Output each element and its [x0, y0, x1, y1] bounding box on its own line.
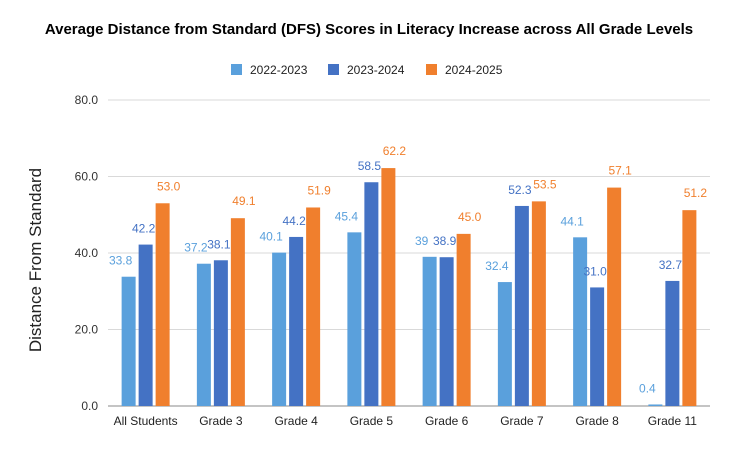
legend-swatch-2024-2025: [426, 64, 437, 75]
bar-2022-2023-grade-6: [422, 256, 437, 406]
bar-2024-2025-grade-3: [230, 218, 245, 406]
bar-2022-2023-grade-11: [648, 404, 663, 406]
data-label: 0.4: [639, 381, 656, 395]
data-label: 44.1: [560, 214, 584, 228]
bar-2022-2023-grade-3: [196, 263, 211, 406]
legend: 2022-2023 2023-2024 2024-2025: [231, 63, 503, 77]
data-label: 51.9: [307, 183, 331, 197]
x-tick-label: Grade 3: [199, 414, 243, 428]
x-tick-label: Grade 4: [274, 414, 318, 428]
bar-2024-2025-grade-5: [381, 168, 396, 406]
y-axis-title: Distance From Standard: [26, 168, 45, 352]
bar-2024-2025-all-students: [155, 203, 170, 406]
y-axis-ticks: 0.0 20.0 40.0 60.0 80.0: [75, 93, 99, 413]
bar-2022-2023-grade-8: [573, 237, 588, 406]
data-label: 49.1: [232, 194, 256, 208]
x-tick-label: Grade 5: [350, 414, 394, 428]
bar-2024-2025-grade-7: [531, 201, 546, 406]
data-label: 32.4: [485, 259, 509, 273]
data-label: 33.8: [109, 254, 133, 268]
data-label: 57.1: [608, 164, 632, 178]
x-tick-label: Grade 8: [575, 414, 619, 428]
x-axis-ticks: All Students Grade 3 Grade 4 Grade 5 Grade 6…: [114, 414, 698, 428]
data-labels: 33.8 42.2 53.0 37.2 38.1 49.1 40.1 44.2 51.9 45.4…: [109, 144, 707, 395]
legend-label-2024-2025: 2024-2025: [445, 63, 503, 77]
y-tick-label: 0.0: [81, 399, 98, 413]
x-tick-label: Grade 7: [500, 414, 544, 428]
bar-2024-2025-grade-8: [607, 187, 622, 406]
data-label: 42.2: [132, 222, 156, 236]
bar-2024-2025-grade-6: [456, 233, 471, 406]
bar-2023-2024-grade-7: [514, 205, 529, 406]
bar-2022-2023-grade-4: [272, 252, 287, 406]
bar-2024-2025-grade-4: [306, 207, 321, 406]
bar-2023-2024-grade-5: [364, 182, 379, 406]
x-tick-label: All Students: [114, 414, 178, 428]
bar-2023-2024-grade-6: [439, 257, 454, 406]
bar-2023-2024-grade-3: [213, 260, 228, 406]
y-tick-label: 60.0: [75, 170, 99, 184]
legend-swatch-2023-2024: [328, 64, 339, 75]
data-label: 38.1: [207, 237, 231, 251]
bar-2023-2024-grade-8: [590, 287, 605, 406]
legend-label-2023-2024: 2023-2024: [347, 63, 405, 77]
chart-title: Average Distance from Standard (DFS) Sco…: [45, 21, 693, 38]
data-label: 31.0: [583, 264, 607, 278]
data-label: 39: [415, 234, 429, 248]
data-label: 58.5: [358, 159, 382, 173]
bar-2022-2023-grade-7: [497, 282, 512, 406]
data-label: 38.9: [433, 234, 457, 248]
y-tick-label: 20.0: [75, 323, 99, 337]
x-tick-label: Grade 11: [648, 414, 697, 428]
y-tick-label: 40.0: [75, 246, 99, 260]
data-label: 45.4: [335, 209, 359, 223]
legend-label-2022-2023: 2022-2023: [250, 63, 308, 77]
data-label: 53.0: [157, 179, 181, 193]
data-label: 62.2: [383, 144, 407, 158]
bar-2023-2024-all-students: [138, 244, 153, 406]
bar-2022-2023-grade-5: [347, 232, 362, 406]
data-label: 32.7: [659, 258, 683, 272]
bar-2022-2023-all-students: [121, 276, 136, 406]
bar-2024-2025-grade-11: [682, 210, 697, 406]
bars: [121, 168, 697, 406]
data-label: 53.5: [533, 177, 557, 191]
data-label: 45.0: [458, 210, 482, 224]
y-tick-label: 80.0: [75, 93, 99, 107]
data-label: 52.3: [508, 183, 532, 197]
data-label: 44.2: [282, 214, 306, 228]
data-label: 37.2: [184, 241, 208, 255]
data-label: 40.1: [259, 230, 283, 244]
x-tick-label: Grade 6: [425, 414, 469, 428]
bar-2023-2024-grade-11: [665, 280, 680, 406]
legend-swatch-2022-2023: [231, 64, 242, 75]
data-label: 51.2: [684, 186, 708, 200]
bar-2023-2024-grade-4: [289, 236, 304, 406]
